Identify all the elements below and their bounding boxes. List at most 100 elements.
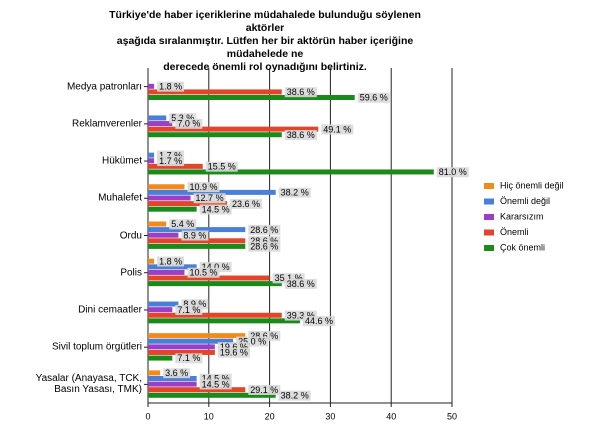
- bar: [148, 370, 161, 376]
- data-label-text: 19.6 %: [220, 342, 248, 352]
- data-label: 19.6 %: [217, 348, 250, 358]
- bar: [148, 89, 282, 95]
- data-label-text: 25.0 %: [238, 336, 266, 346]
- data-label: 14.0 %: [199, 262, 232, 273]
- data-label-text: 28.6 %: [250, 236, 278, 246]
- data-label: 14.5 %: [199, 379, 232, 390]
- data-label: 14.5 %: [199, 204, 232, 215]
- data-label-text: 14.5 %: [202, 379, 230, 389]
- data-label-text: 10.5 %: [189, 268, 217, 278]
- bar: [148, 318, 300, 324]
- data-label: 3.6 %: [163, 368, 191, 379]
- data-label-text: 14.0 %: [202, 262, 230, 272]
- data-label: 8.9 %: [181, 299, 209, 310]
- x-tick-label: 10: [204, 411, 214, 421]
- data-label-text: 8.9 %: [183, 230, 206, 240]
- data-label-bg: [248, 384, 281, 395]
- bar: [148, 344, 215, 350]
- bar: [148, 232, 179, 238]
- y-tick-label: Polis: [120, 267, 142, 279]
- data-label-bg: [357, 92, 390, 103]
- data-label-text: 38.2 %: [281, 390, 309, 400]
- data-label: 8.9 %: [181, 230, 209, 241]
- bar: [148, 95, 355, 101]
- bar: [148, 375, 197, 381]
- data-label: 5.4 %: [169, 219, 197, 230]
- x-tick-label: 50: [447, 411, 457, 421]
- bar: [148, 121, 173, 127]
- data-label: 59.6 %: [357, 92, 390, 103]
- data-label-text: 12.7 %: [196, 193, 224, 203]
- data-label-bg: [157, 81, 185, 92]
- data-label: 1.8 %: [157, 256, 185, 267]
- legend-swatch: [484, 245, 494, 251]
- data-label-bg: [199, 204, 232, 215]
- data-label-text: 1.7 %: [159, 156, 182, 166]
- y-tick-label: Muhalefet: [98, 192, 142, 204]
- data-label-text: 49.1 %: [323, 124, 351, 134]
- x-tick-label: 40: [386, 411, 396, 421]
- bar: [148, 269, 185, 275]
- data-label: 15.5 %: [205, 162, 238, 172]
- data-label: 28.6 %: [248, 241, 281, 252]
- data-label-text: 8.9 %: [183, 299, 206, 309]
- data-label-bg: [272, 273, 305, 284]
- data-label-text: 7.0 %: [177, 119, 200, 129]
- data-label: 35.1 %: [272, 273, 305, 284]
- data-label: 38.2 %: [278, 390, 311, 401]
- data-label: 38.6 %: [284, 279, 317, 289]
- data-label-bg: [436, 167, 469, 178]
- data-label-bg: [284, 87, 317, 98]
- data-label-text: 23.6 %: [232, 199, 260, 209]
- data-label: 10.9 %: [187, 182, 220, 193]
- data-label-text: 28.6 %: [250, 331, 278, 341]
- bar: [148, 338, 234, 344]
- data-label: 12.7 %: [193, 193, 226, 204]
- bar: [148, 126, 319, 132]
- data-label-bg: [163, 368, 191, 379]
- legend-swatch: [484, 183, 494, 189]
- data-label-bg: [321, 124, 354, 135]
- bar: [148, 387, 246, 393]
- bar: [148, 184, 185, 190]
- data-label-text: 14.5 %: [202, 374, 230, 384]
- bar: [148, 312, 282, 318]
- bar: [148, 227, 246, 233]
- data-label: 49.1 %: [321, 124, 354, 135]
- data-label-text: 1.8 %: [159, 256, 182, 266]
- data-label-bg: [217, 342, 250, 353]
- data-label-text: 15.5 %: [208, 162, 236, 172]
- data-label: 28.6 %: [248, 331, 281, 341]
- data-label-bg: [248, 241, 281, 252]
- data-label-bg: [157, 156, 185, 167]
- y-tick-label: Ordu: [119, 230, 142, 241]
- data-label-text: 3.6 %: [165, 368, 188, 378]
- bar: [148, 258, 155, 264]
- legend-label: Çok önemli: [500, 242, 545, 252]
- legend-swatch: [484, 229, 494, 236]
- data-label-bg: [284, 310, 317, 321]
- data-label: 7.0 %: [175, 119, 203, 129]
- data-label-text: 1.8 %: [159, 81, 182, 91]
- bar: [148, 243, 246, 249]
- y-tick-label: Hükümet: [101, 155, 142, 167]
- bar: [148, 201, 228, 207]
- data-label-text: 38.6 %: [287, 130, 315, 140]
- data-label: 38.6 %: [284, 130, 317, 141]
- data-label-bg: [157, 150, 185, 161]
- data-label-text: 44.6 %: [305, 316, 333, 326]
- data-label: 5.3 %: [169, 113, 197, 124]
- bar: [148, 83, 155, 89]
- bar: [148, 333, 246, 339]
- data-label-bg: [248, 224, 281, 235]
- data-label-bg: [169, 219, 197, 230]
- data-label-text: 38.2 %: [281, 188, 309, 198]
- y-tick-label: Dini cemaatler: [78, 304, 142, 316]
- data-label-text: 59.6 %: [360, 93, 388, 103]
- data-label-text: 28.6 %: [250, 225, 278, 235]
- data-label-bg: [284, 130, 317, 141]
- bar: [148, 132, 282, 138]
- data-label-text: 29.1 %: [250, 385, 278, 395]
- data-label-text: 35.1 %: [275, 273, 303, 283]
- data-label: 29.1 %: [248, 384, 281, 395]
